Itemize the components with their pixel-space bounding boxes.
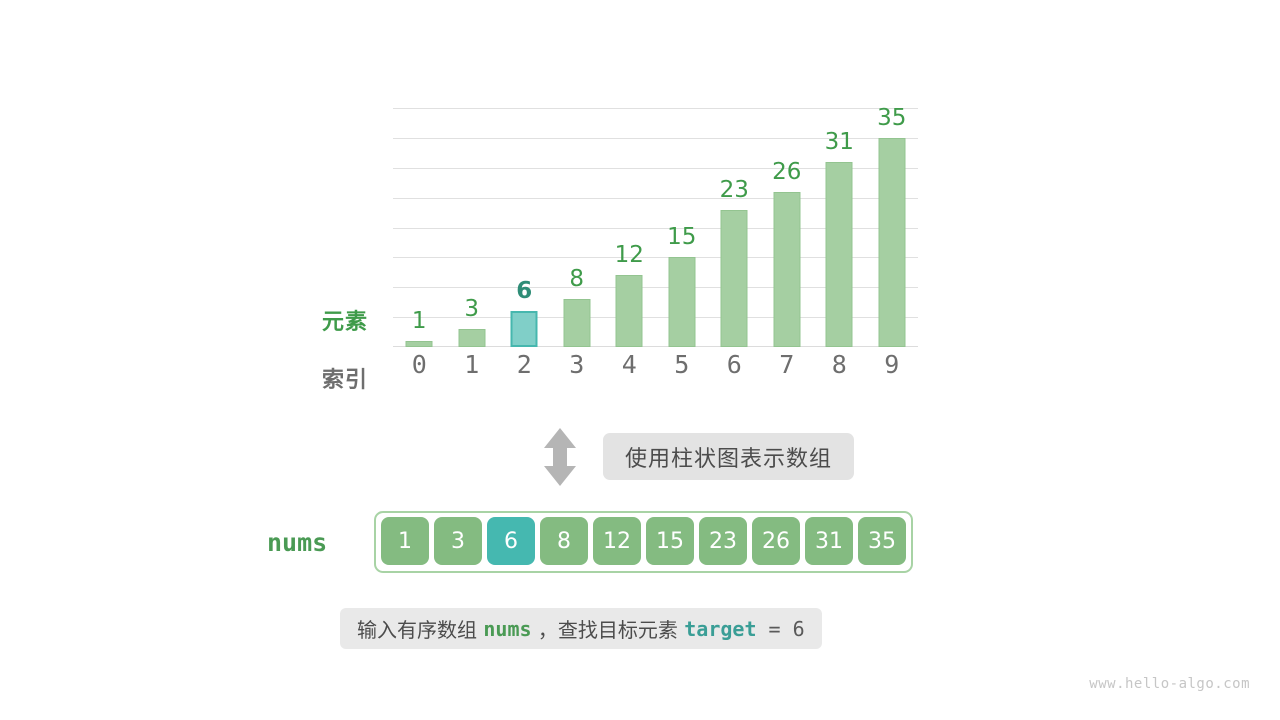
- bar: [615, 275, 643, 347]
- gridline: [393, 167, 918, 169]
- array-cell: 1: [381, 517, 429, 565]
- bar: [405, 341, 433, 347]
- element-axis-label: 元素: [322, 310, 369, 335]
- x-tick-label: 9: [884, 350, 900, 379]
- bar-value-label: 12: [614, 242, 644, 269]
- bar-slot: 23: [708, 108, 761, 347]
- bar: [563, 299, 591, 347]
- array-cell: 31: [805, 517, 853, 565]
- array-cell: 8: [540, 517, 588, 565]
- bar-value-label: 8: [569, 266, 585, 293]
- caption-text-1: 输入有序数组: [357, 618, 484, 642]
- bar-slot: 31: [813, 108, 866, 347]
- double-arrow-vertical-icon: [544, 428, 576, 486]
- bar-slot: 8: [551, 108, 604, 347]
- bar: [825, 161, 853, 347]
- index-axis-label: 索引: [322, 368, 369, 393]
- bar: [668, 257, 696, 347]
- bar-slot: 26: [761, 108, 814, 347]
- axis-baseline: [393, 346, 918, 347]
- bar-slot: 12: [603, 108, 656, 347]
- x-tick-label: 6: [726, 350, 742, 379]
- array-cell: 35: [858, 517, 906, 565]
- bar-slot: 35: [866, 104, 919, 347]
- array-cell: 26: [752, 517, 800, 565]
- x-tick-label: 3: [569, 350, 585, 379]
- bar: [878, 137, 906, 347]
- bar-slot: 3: [446, 108, 499, 347]
- bar-slot: 6: [498, 108, 551, 347]
- gridline: [393, 137, 918, 139]
- watermark: www.hello-algo.com: [1089, 676, 1250, 692]
- gridline: [393, 108, 918, 109]
- array-cell: 23: [699, 517, 747, 565]
- bar-value-label: 23: [719, 176, 749, 203]
- bar: [773, 191, 801, 347]
- chart-plot-area: 1 3 6 8 12 15 23 26 31 35: [393, 104, 919, 347]
- caption-code-target: target: [684, 616, 757, 641]
- x-tick-label: 5: [674, 350, 690, 379]
- bar-value-label: 6: [516, 278, 533, 305]
- gridline: [393, 287, 918, 289]
- bar-value-label: 31: [824, 128, 854, 155]
- x-tick-label: 1: [464, 350, 480, 379]
- array-cell: 12: [593, 517, 641, 565]
- x-tick-label: 8: [831, 350, 847, 379]
- x-tick-label: 2: [516, 350, 532, 379]
- bar-value-label: 35: [877, 104, 907, 131]
- bar-value-label: 26: [772, 158, 802, 185]
- array-cell: 3: [434, 517, 482, 565]
- array-cell: 15: [646, 517, 694, 565]
- caption-target-value: 6: [792, 616, 805, 641]
- array-container: 1 3 6 8 12 15 23 26 31 35: [374, 511, 913, 573]
- caption-equals: =: [756, 616, 793, 641]
- caption-code-nums: nums: [483, 616, 532, 641]
- bar: [720, 209, 748, 347]
- bar-value-label: 15: [667, 224, 697, 251]
- bar: [458, 329, 486, 347]
- x-tick-label: 4: [621, 350, 637, 379]
- bar-slot: 15: [656, 108, 709, 347]
- array-cell-highlighted: 6: [487, 517, 535, 565]
- bar-highlighted: [510, 311, 538, 347]
- gridline: [393, 257, 918, 259]
- nums-label: nums: [267, 528, 328, 557]
- middle-caption: 使用柱状图表示数组: [603, 433, 855, 480]
- caption-text-2: ，查找目标元素: [531, 618, 685, 642]
- x-tick-label: 7: [779, 350, 795, 379]
- bar-value-label: 3: [464, 296, 480, 323]
- gridline: [393, 197, 918, 199]
- bar-value-label: 1: [411, 308, 427, 335]
- x-tick-label: 0: [411, 350, 427, 379]
- bar-slot: 1: [393, 108, 446, 347]
- bottom-caption: 输入有序数组 nums ，查找目标元素 target = 6: [340, 608, 822, 649]
- gridline: [393, 227, 918, 229]
- gridline: [393, 317, 918, 319]
